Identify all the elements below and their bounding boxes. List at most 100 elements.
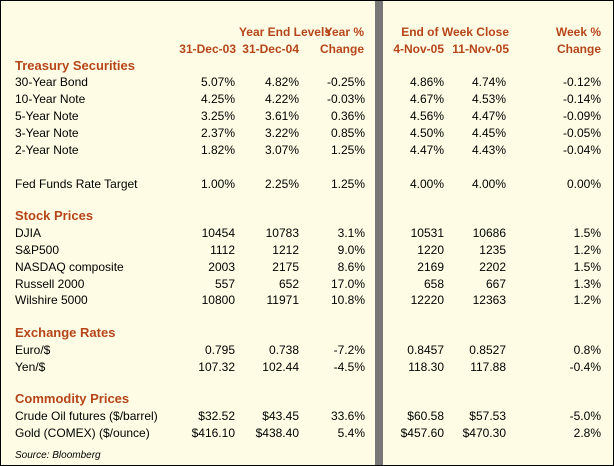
cell-value: 4.43%: [471, 143, 506, 157]
cell-value: 4.82%: [264, 75, 299, 89]
cell-value: 33.6%: [330, 409, 365, 423]
row-label: 5-Year Note: [15, 109, 79, 123]
cell-value: 1220: [417, 243, 444, 257]
cell-value: 3.61%: [264, 109, 299, 123]
cell-value: 2202: [479, 260, 506, 274]
header-year-change: Change: [319, 42, 364, 56]
cell-value: 658: [423, 277, 444, 291]
cell-value: 4.45%: [471, 126, 506, 140]
cell-value: 2175: [272, 260, 299, 274]
cell-value: 4.00%: [409, 177, 444, 191]
cell-value: -0.05%: [562, 126, 601, 140]
cell-value: -0.25%: [326, 75, 365, 89]
row-label: Yen/$: [15, 360, 46, 374]
cell-value: 652: [278, 277, 299, 291]
header-date-4-nov-05: 4-Nov-05: [393, 42, 444, 56]
row-label: DJIA: [15, 226, 42, 240]
row-label: 10-Year Note: [15, 92, 86, 106]
cell-value: 11971: [266, 293, 299, 307]
cell-value: 4.86%: [409, 75, 444, 89]
cell-value: -0.12%: [562, 75, 601, 89]
cell-value: $416.10: [191, 426, 235, 440]
cell-value: 2.8%: [573, 426, 601, 440]
cell-value: 4.56%: [409, 109, 444, 123]
cell-value: 0.738: [268, 343, 299, 357]
row-label: Euro/$: [15, 343, 51, 357]
cell-value: 4.53%: [471, 92, 506, 106]
cell-value: 10800: [201, 293, 235, 307]
cell-value: 5.07%: [200, 75, 235, 89]
cell-value: 3.22%: [264, 126, 299, 140]
cell-value: 1235: [479, 243, 506, 257]
cell-value: 10.8%: [330, 293, 365, 307]
row-label: S&P500: [15, 243, 60, 257]
cell-value: $57.53: [469, 409, 506, 423]
cell-value: $32.52: [198, 409, 235, 423]
cell-value: 4.00%: [471, 177, 506, 191]
cell-value: 1112: [210, 243, 235, 257]
cell-value: -0.04%: [562, 143, 601, 157]
source-note: Source: Bloomberg: [15, 450, 101, 461]
cell-value: 1.25%: [330, 177, 365, 191]
header-year-pct: Year %: [324, 25, 364, 39]
cell-value: 0.36%: [330, 109, 365, 123]
cell-value: 4.47%: [409, 143, 444, 157]
section-title-stocks: Stock Prices: [15, 208, 94, 223]
cell-value: -0.03%: [326, 92, 365, 106]
cell-value: 107.32: [198, 360, 235, 374]
cell-value: 10454: [201, 226, 235, 240]
cell-value: 1.2%: [573, 243, 601, 257]
cell-value: 1.2%: [573, 293, 601, 307]
header-date-11-nov-05: 11-Nov-05: [452, 42, 509, 56]
row-label: NASDAQ composite: [15, 260, 124, 274]
cell-value: $43.45: [262, 409, 299, 423]
cell-value: 12220: [410, 293, 444, 307]
header-week-change: Change: [556, 42, 601, 56]
cell-value: -0.4%: [569, 360, 601, 374]
cell-value: 3.1%: [337, 226, 365, 240]
cell-value: 102.44: [262, 360, 299, 374]
section-title-exchange-rates: Exchange Rates: [15, 325, 116, 340]
cell-value: -7.2%: [333, 343, 365, 357]
row-label: 30-Year Bond: [15, 75, 88, 89]
header-week-pct: Week %: [555, 25, 601, 39]
cell-value: -5.0%: [569, 409, 601, 423]
cell-value: 4.67%: [409, 92, 444, 106]
cell-value: 0.85%: [330, 126, 365, 140]
cell-value: 557: [214, 277, 235, 291]
cell-value: 1.00%: [200, 177, 235, 191]
cell-value: 4.50%: [409, 126, 444, 140]
cell-value: 4.47%: [471, 109, 506, 123]
row-label: Russell 2000: [15, 277, 85, 291]
cell-value: 0.00%: [566, 177, 601, 191]
cell-value: 118.30: [408, 360, 444, 374]
cell-value: $438.40: [255, 426, 299, 440]
cell-value: 2.37%: [200, 126, 235, 140]
cell-value: 12363: [472, 293, 506, 307]
cell-value: 0.8527: [469, 343, 506, 357]
cell-value: 5.4%: [337, 426, 365, 440]
cell-value: 2169: [417, 260, 444, 274]
cell-value: 117.88: [470, 360, 506, 374]
row-label: Fed Funds Rate Target: [15, 177, 138, 191]
cell-value: 2003: [208, 260, 235, 274]
cell-value: 1.82%: [200, 143, 235, 157]
cell-value: -0.09%: [562, 109, 601, 123]
row-label: 2-Year Note: [15, 143, 79, 157]
cell-value: -4.5%: [333, 360, 365, 374]
header-year-end-levels: Year End Levels: [238, 25, 331, 39]
row-label: 3-Year Note: [15, 126, 79, 140]
cell-value: 1.3%: [573, 277, 601, 291]
column-divider: [375, 1, 383, 465]
cell-value: 8.6%: [337, 260, 365, 274]
section-title-commodities: Commodity Prices: [15, 391, 130, 406]
cell-value: 1.25%: [330, 143, 365, 157]
cell-value: 4.25%: [200, 92, 235, 106]
cell-value: 667: [485, 277, 506, 291]
cell-value: 4.22%: [264, 92, 299, 106]
cell-value: 17.0%: [330, 277, 365, 291]
cell-value: 1212: [272, 243, 299, 257]
cell-value: 10531: [410, 226, 444, 240]
cell-value: $470.30: [462, 426, 506, 440]
